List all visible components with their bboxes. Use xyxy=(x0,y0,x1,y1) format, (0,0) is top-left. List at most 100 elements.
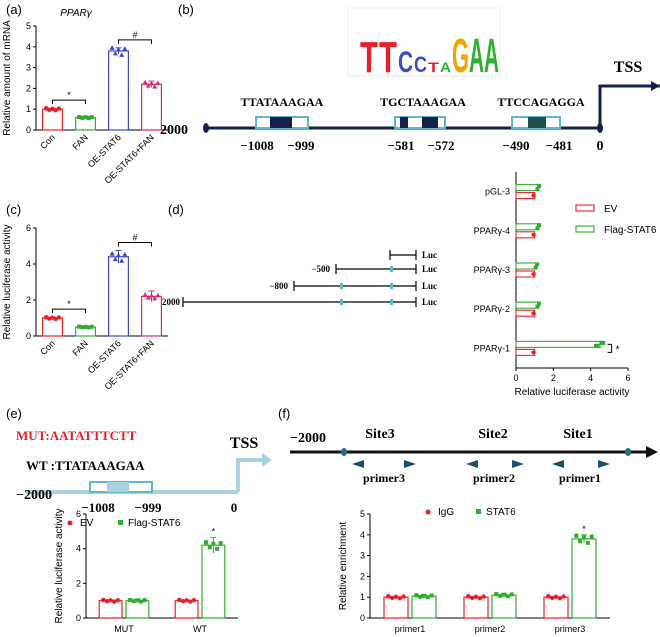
significance-bracket xyxy=(118,39,152,44)
bar xyxy=(74,116,96,131)
legend-label: EV xyxy=(604,204,618,215)
data-point xyxy=(152,295,158,301)
primer-arrow xyxy=(352,460,364,468)
primer-arrow xyxy=(512,460,524,468)
y-axis-label: Relative amount of mRNA xyxy=(2,20,13,136)
binding-site-right-pos: −999 xyxy=(135,500,162,515)
binding-site-left-pos: −581 xyxy=(388,138,415,153)
legend-swatch xyxy=(575,204,595,212)
data-point xyxy=(553,594,559,599)
mut-label: MUT:AATATTTCTT xyxy=(16,428,137,443)
data-point xyxy=(557,596,563,601)
chart-e: 0 2 4 6 MUT WT * Relative luciferase activity EV… xyxy=(54,508,238,634)
significance-bracket xyxy=(52,99,86,105)
data-point xyxy=(56,106,62,111)
data-point xyxy=(184,598,189,603)
data-point xyxy=(43,106,49,111)
data-point xyxy=(473,594,479,599)
data-point xyxy=(477,596,483,601)
y-tick-label: pGL-3 xyxy=(485,187,510,197)
data-point xyxy=(466,594,471,599)
tss-label: TSS xyxy=(614,59,643,76)
data-point xyxy=(112,599,117,604)
data-point xyxy=(594,343,598,348)
legend-label: Flag-STAT6 xyxy=(604,225,657,236)
y-tick-label: 4 xyxy=(26,42,31,52)
x-tick-label: 4 xyxy=(588,373,593,383)
y-tick-label: 4 xyxy=(26,259,31,269)
x-tick-label: 2 xyxy=(551,373,556,383)
binding-site-box xyxy=(394,116,446,129)
data-point xyxy=(589,534,594,539)
data-point xyxy=(215,546,220,551)
data-point xyxy=(535,262,539,267)
significance-bracket xyxy=(52,308,86,314)
promoter-end-label: 0 xyxy=(597,139,604,154)
data-point xyxy=(86,116,91,121)
bar xyxy=(571,538,597,619)
construct-site-mark xyxy=(340,299,343,305)
bar xyxy=(515,301,539,309)
data-point xyxy=(401,594,406,599)
x-axis-label: Relative luciferase activity xyxy=(514,387,629,398)
motif-letter-c2: C xyxy=(414,52,427,77)
motif-letter-t3: T xyxy=(428,59,440,75)
panel-f-diagram: −2000 Site3 Site2 Site1 primer3 primer2 … xyxy=(290,427,658,485)
data-point xyxy=(549,595,555,601)
data-point xyxy=(131,599,136,604)
y-tick-label: 6 xyxy=(76,509,81,519)
panel-d-constructs: Luc −500 Luc −800 Luc −2000 Luc xyxy=(157,250,437,307)
x-tick-label: FAN xyxy=(70,338,89,357)
data-point xyxy=(83,115,88,120)
y-tick-label: 3 xyxy=(26,63,31,73)
motif-letter-a2: A xyxy=(469,30,484,83)
data-point xyxy=(191,597,197,603)
data-point xyxy=(561,594,566,599)
x-tick-label: Con xyxy=(38,338,57,357)
construct-site-mark xyxy=(390,266,393,272)
motif-letter-t1: T xyxy=(360,33,378,82)
data-point xyxy=(537,301,541,306)
legend-label: STAT6 xyxy=(486,507,516,518)
data-point xyxy=(505,594,510,599)
promoter-end-label: 0 xyxy=(231,500,238,515)
x-tick-label: MUT xyxy=(114,624,134,634)
data-point xyxy=(101,597,106,603)
construct-site-mark xyxy=(390,283,393,289)
y-tick-label: 0 xyxy=(26,331,31,341)
promoter-end-dot xyxy=(625,448,631,456)
promoter-start-dot xyxy=(203,123,209,133)
data-point xyxy=(204,540,209,545)
data-point xyxy=(599,340,604,345)
data-point xyxy=(535,304,540,309)
data-point xyxy=(585,540,590,545)
data-point xyxy=(115,597,121,603)
bar xyxy=(98,600,123,619)
promoter-arrow-head xyxy=(646,446,658,458)
data-point xyxy=(578,539,583,544)
binding-site-sequence: TTCCAGAGGA xyxy=(497,95,585,109)
data-point xyxy=(535,187,540,191)
data-point xyxy=(77,324,82,329)
wt-label: WT :TTATAAAGAA xyxy=(26,458,145,473)
y-tick-label: 1 xyxy=(26,104,31,114)
construct-start-label: −800 xyxy=(269,281,288,291)
data-point xyxy=(109,251,115,256)
data-point xyxy=(537,184,541,188)
bar xyxy=(125,600,150,619)
y-tick-label: 1 xyxy=(360,592,365,602)
significance-label: * xyxy=(582,524,586,534)
data-point xyxy=(80,115,85,120)
chart-f: 0 1 2 3 4 5 primer1 primer2 primer3 * Relative enr… xyxy=(338,507,610,634)
significance-label: * xyxy=(212,526,216,536)
data-point xyxy=(89,115,94,120)
motif-letter-a1: A xyxy=(440,59,451,75)
x-tick-label: Con xyxy=(38,132,57,151)
data-point xyxy=(532,350,536,355)
bar xyxy=(107,50,129,131)
data-point xyxy=(152,84,158,89)
legend-swatch xyxy=(425,509,431,515)
tss-arrow-head xyxy=(262,453,272,467)
luc-label: Luc xyxy=(422,264,437,274)
